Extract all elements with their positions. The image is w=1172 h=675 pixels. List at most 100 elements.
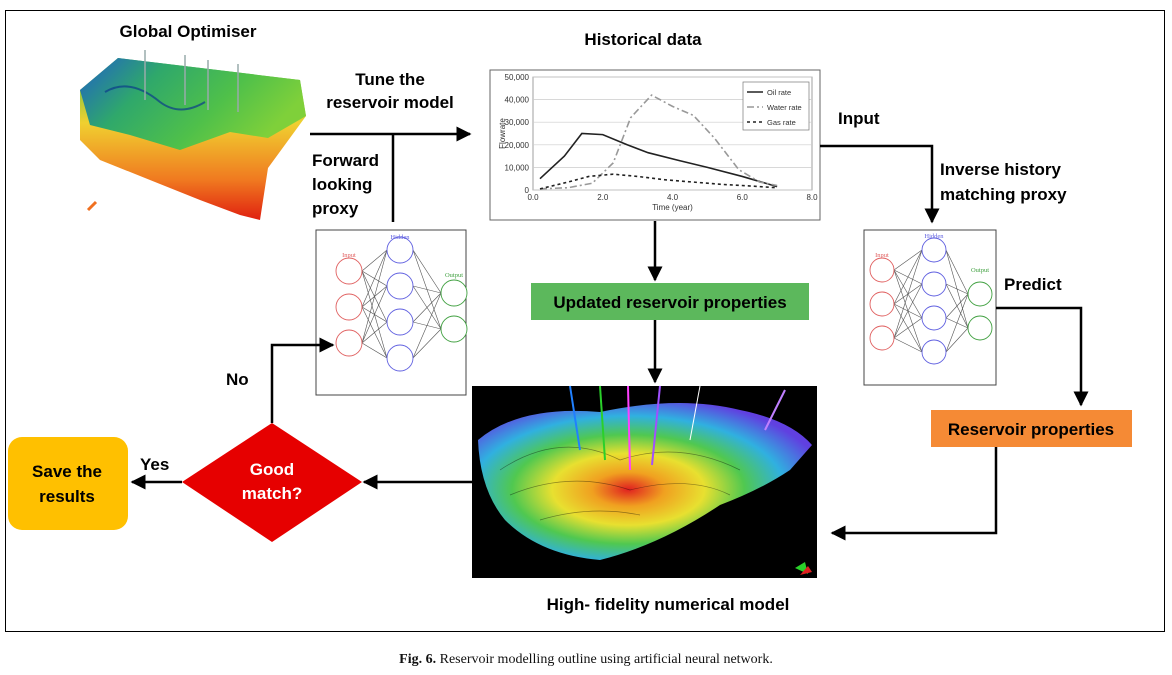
tune-label-line2: reservoir model	[326, 93, 454, 112]
nn-neuron	[921, 305, 947, 331]
nn-connection	[412, 285, 442, 294]
caption-text: Reservoir modelling outline using artifi…	[439, 652, 773, 667]
good-match-diamond	[182, 423, 362, 542]
nn-connection	[945, 249, 969, 295]
nn-neuron	[335, 293, 363, 321]
nn-connection	[893, 249, 923, 305]
nn-neuron	[335, 329, 363, 357]
nn-neuron	[335, 257, 363, 285]
nn-connection	[412, 292, 442, 323]
arrow-no-to-proxy	[270, 337, 335, 423]
nn-neuron	[386, 236, 414, 264]
nn-neuron	[386, 308, 414, 336]
nn-neuron	[869, 291, 895, 317]
arrow-to-hifi-from-props	[830, 447, 998, 541]
input-label: Input	[838, 109, 880, 128]
y-tick-label: 20,000	[505, 141, 530, 150]
nn-connection	[361, 321, 388, 344]
nn-connection	[893, 337, 923, 353]
reservoir-props-label: Reservoir properties	[948, 420, 1114, 439]
nn-connection	[412, 249, 442, 294]
hifi-model-image	[472, 385, 817, 578]
updated-props-box	[531, 283, 809, 320]
historical-chart: 0 10,000 20,000 30,000 40,000 50,000 0.0 2.0 4.0…	[498, 73, 818, 212]
nn-neuron	[967, 315, 993, 341]
forward-label-line2: looking	[312, 175, 372, 194]
nn-connection	[412, 328, 442, 359]
good-match-line1: Good	[250, 460, 294, 479]
nn-connection	[945, 327, 969, 353]
nn-layer-label: Input	[342, 252, 356, 259]
nn-connection	[361, 249, 388, 308]
nn-layer-label: Input	[875, 252, 889, 259]
nn-connection	[893, 317, 923, 339]
nn-neuron	[386, 272, 414, 300]
save-line1: Save the	[32, 462, 102, 481]
nn-connection	[893, 249, 923, 339]
updated-props-label: Updated reservoir properties	[553, 293, 786, 312]
y-tick-label: 40,000	[505, 96, 530, 105]
legend-label: Water rate	[767, 103, 802, 112]
y-axis-label: Flowrate	[498, 118, 507, 149]
historical-data-title: Historical data	[584, 30, 702, 49]
reservoir-block-image	[80, 50, 306, 220]
nn-connection	[945, 283, 969, 295]
nn-neuron	[386, 344, 414, 372]
save-line2: results	[39, 487, 95, 506]
nn-neuron	[440, 279, 468, 307]
nn-layer-label: Output	[445, 272, 463, 279]
nn-connection	[412, 292, 442, 359]
nn-connection	[361, 249, 388, 344]
series-line-water-rate	[539, 94, 778, 190]
nn-connection	[361, 285, 388, 344]
y-tick-label: 30,000	[505, 118, 530, 127]
inverse-label-line2: matching proxy	[940, 185, 1067, 204]
nn-layer-label: Hidden	[924, 233, 944, 240]
nn-neuron	[869, 257, 895, 283]
nn-layer-label: Output	[971, 267, 989, 274]
legend-label: Oil rate	[767, 88, 791, 97]
nn-layer-label: Hidden	[390, 234, 410, 241]
y-tick-label: 0	[525, 186, 530, 195]
nn-neuron	[869, 325, 895, 351]
no-label: No	[226, 370, 249, 389]
arrow-to-inverse-proxy	[820, 144, 940, 224]
nn-connection	[361, 342, 388, 359]
figure-caption: Fig. 6. Reservoir modelling outline usin…	[0, 652, 1172, 668]
nn-neuron	[967, 281, 993, 307]
good-match-line2: match?	[242, 484, 302, 503]
forward-proxy-network: Input Hidden Output	[315, 229, 468, 396]
series-line-oil-rate	[539, 132, 778, 188]
y-tick-label: 50,000	[505, 73, 530, 82]
inverse-label-line1: Inverse history	[940, 160, 1061, 179]
y-tick-label: 10,000	[505, 163, 530, 172]
nn-connection	[945, 293, 969, 353]
inverse-proxy-network: Input Hidden Output	[863, 229, 997, 386]
predict-label: Predict	[1004, 275, 1062, 294]
x-tick-label: 2.0	[597, 193, 609, 202]
hifi-model-label: High- fidelity numerical model	[547, 595, 790, 614]
yes-label: Yes	[140, 455, 169, 474]
nn-connection	[945, 293, 969, 319]
nn-neuron	[440, 315, 468, 343]
nn-neuron	[921, 271, 947, 297]
forward-label-line3: proxy	[312, 199, 359, 218]
reservoir-props-box	[931, 410, 1132, 447]
save-results-box	[8, 437, 128, 530]
x-tick-label: 4.0	[667, 193, 679, 202]
x-tick-label: 6.0	[737, 193, 749, 202]
nn-connection	[893, 283, 923, 339]
nn-connection	[893, 249, 923, 271]
caption-fig-number: Fig. 6.	[399, 652, 437, 667]
x-tick-label: 8.0	[806, 193, 818, 202]
forward-label-line1: Forward	[312, 151, 379, 170]
arrow-to-reservoir-props	[996, 306, 1089, 407]
tune-label-line1: Tune the	[355, 70, 425, 89]
global-optimiser-title: Global Optimiser	[120, 22, 257, 41]
x-tick-label: 0.0	[527, 193, 539, 202]
nn-neuron	[921, 237, 947, 263]
x-axis-label: Time (year)	[652, 203, 693, 212]
legend-label: Gas rate	[767, 118, 796, 127]
figure-frame	[5, 10, 1165, 632]
